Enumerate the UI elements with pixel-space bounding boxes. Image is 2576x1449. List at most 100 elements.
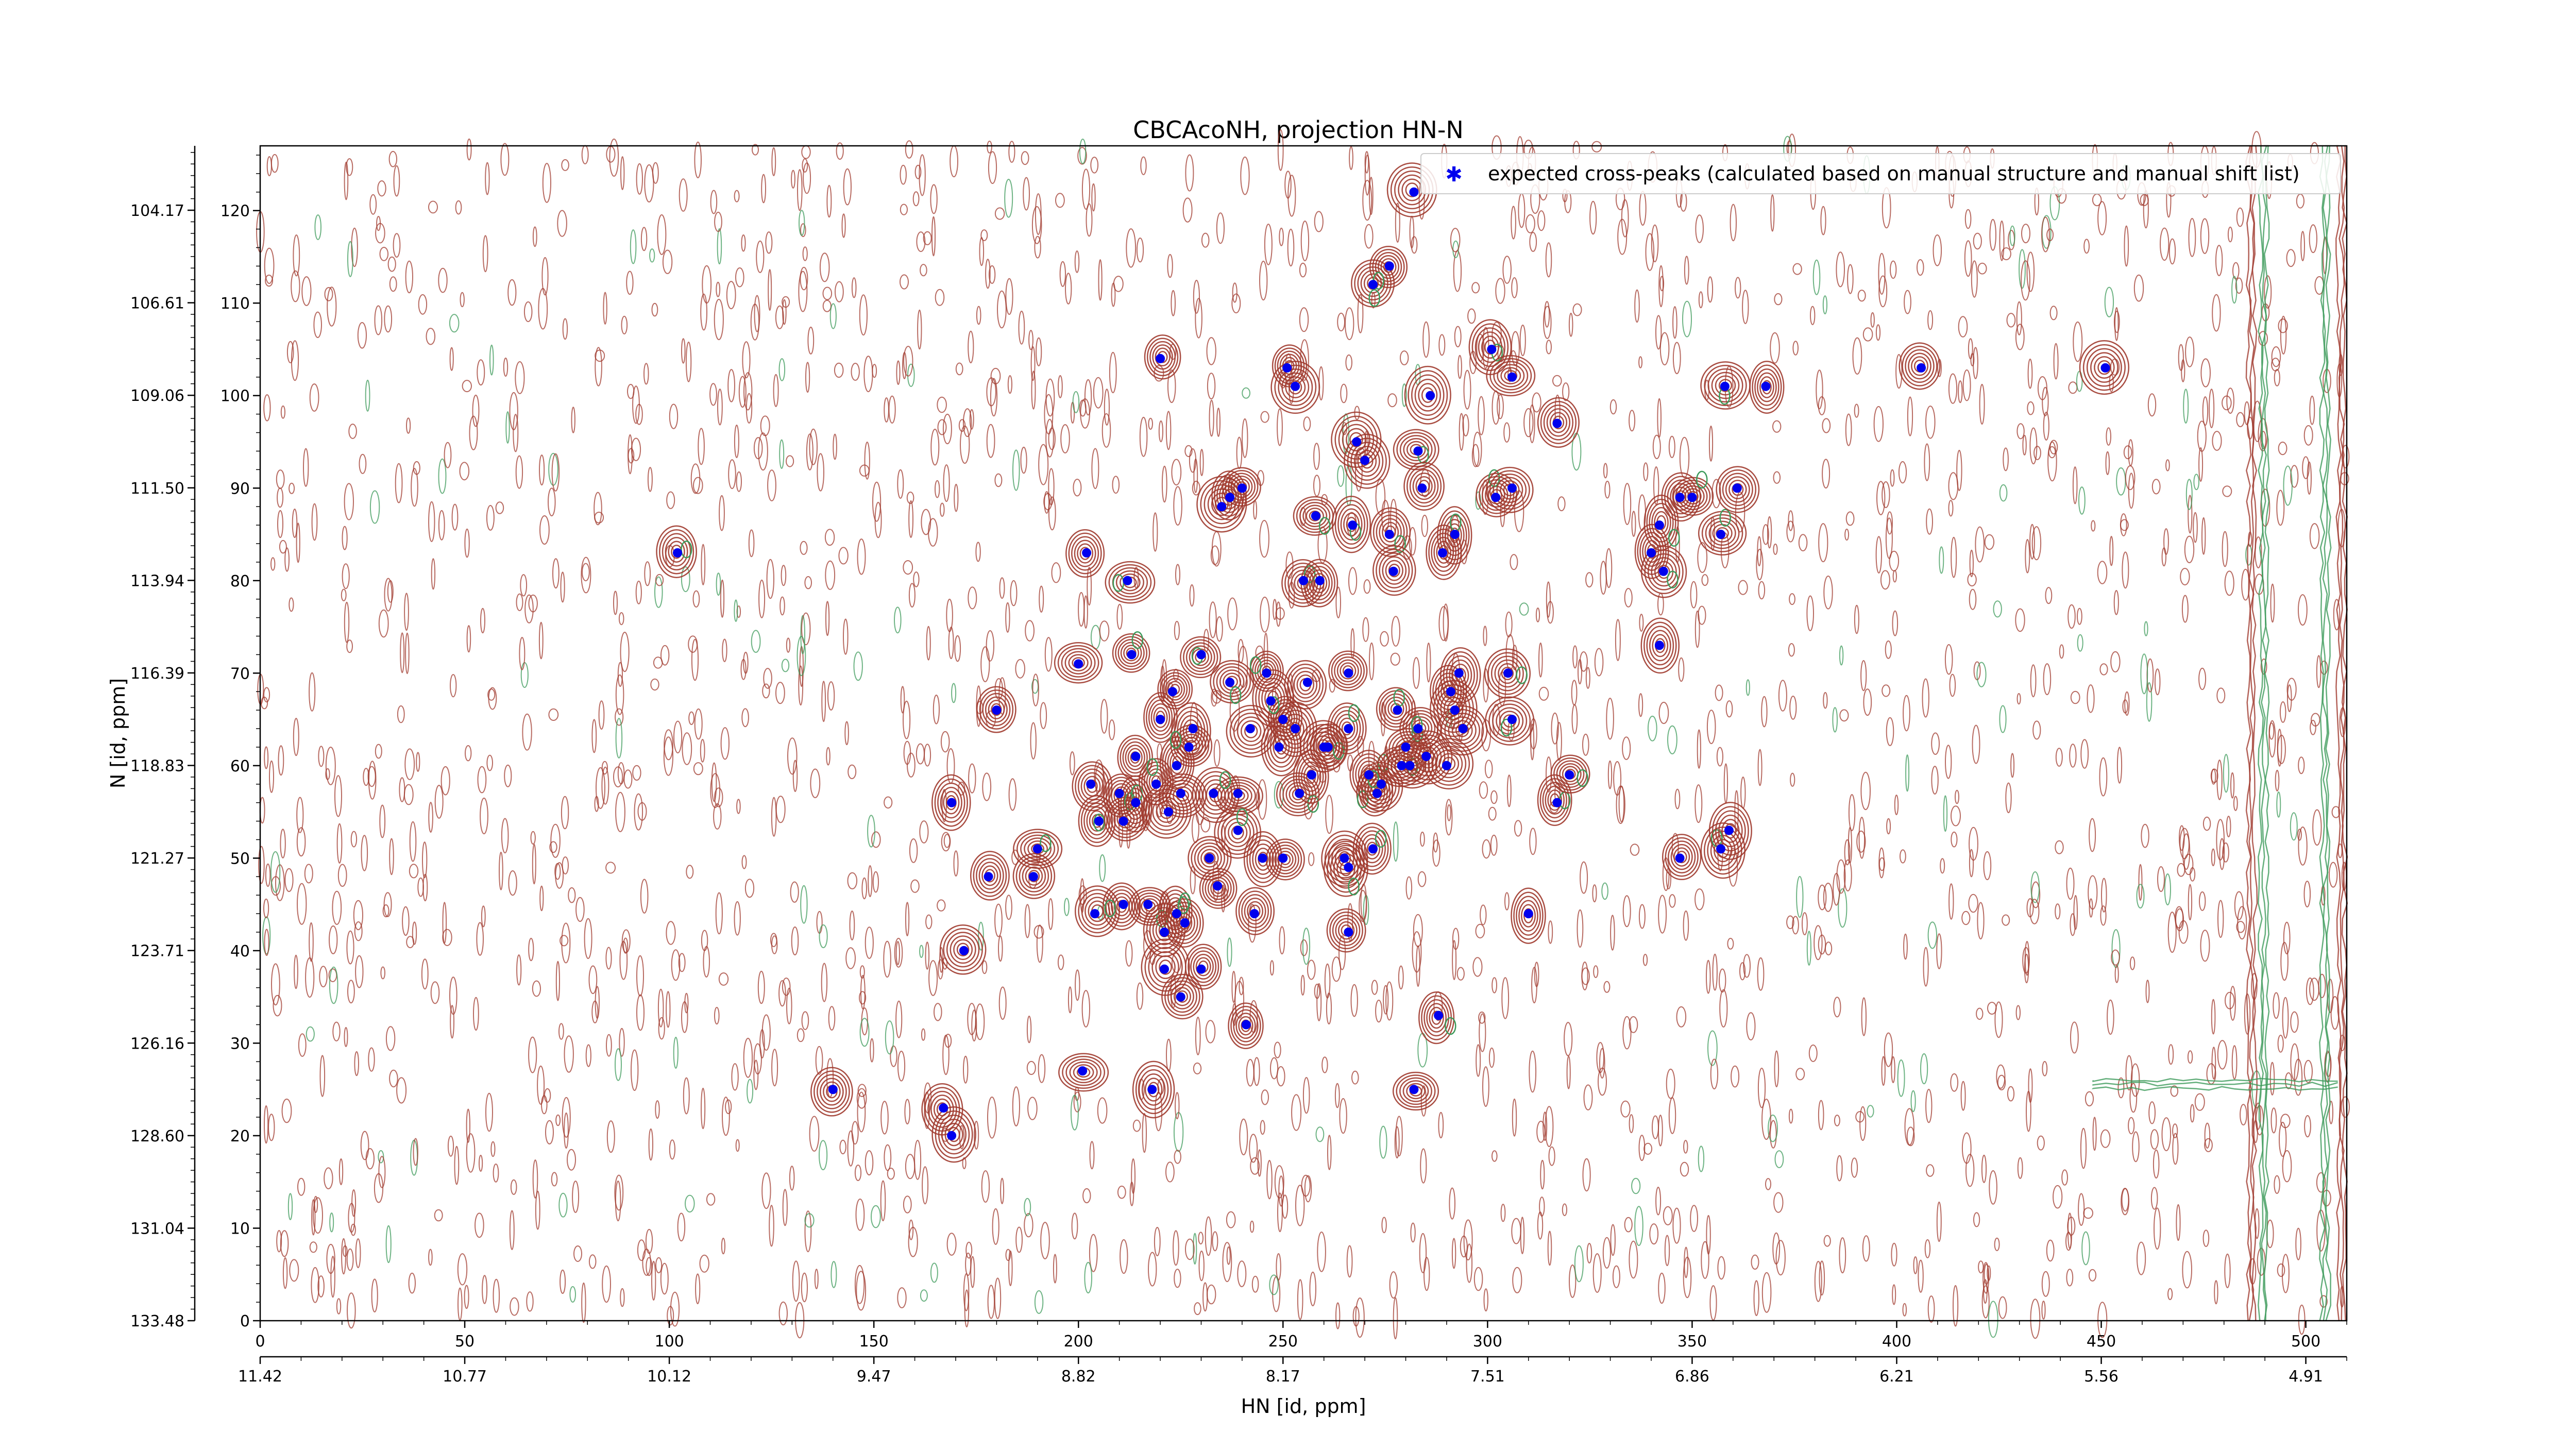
- noise-contour: [1040, 1222, 1050, 1259]
- peak-contour: [1019, 860, 1049, 892]
- noise-contour: [1925, 1089, 1933, 1123]
- x-tick-label: 100: [654, 1333, 684, 1351]
- noise-contour: [1878, 252, 1886, 295]
- noise-contour: [311, 1267, 320, 1303]
- noise-contour: [1789, 696, 1797, 720]
- noise-contour: [872, 481, 882, 522]
- peak-contour: [1518, 900, 1538, 932]
- noise-contour: [1239, 976, 1244, 996]
- noise-contour: [2031, 526, 2042, 561]
- noise-contour: [263, 687, 270, 703]
- noise-contour: [1886, 818, 1891, 835]
- noise-contour: [1058, 375, 1063, 398]
- noise-contour: [342, 563, 350, 589]
- peak-contour: [656, 525, 697, 578]
- noise-contour: [560, 571, 565, 603]
- noise-contour: [1194, 1302, 1201, 1316]
- peak-contour: [1065, 529, 1105, 578]
- x-ppm-tick-label: 8.82: [1061, 1368, 1096, 1386]
- peak-contour: [1296, 674, 1315, 695]
- peak-contour: [988, 700, 1005, 719]
- noise-contour: [1472, 431, 1482, 467]
- noise-contour: [1497, 394, 1504, 419]
- noise-contour: [2181, 359, 2185, 382]
- noise-contour: [914, 1140, 922, 1180]
- noise-contour: [1479, 781, 1488, 799]
- noise-contour: [280, 829, 286, 858]
- noise-contour: [1622, 895, 1631, 928]
- noise-contour: [1251, 1275, 1259, 1293]
- noise-contour: [1097, 1097, 1108, 1124]
- peak-contour: [1902, 346, 1938, 386]
- noise-contour: [771, 147, 776, 176]
- noise-contour: [1999, 220, 2005, 261]
- peak-contour: [1546, 408, 1571, 437]
- noise-contour: [1260, 1120, 1265, 1135]
- noise-contour: [1948, 500, 1954, 517]
- peak-contour: [1327, 702, 1367, 754]
- noise-contour: [987, 1097, 997, 1139]
- noise-contour: [1894, 795, 1899, 815]
- negative-contour: [681, 540, 692, 559]
- peak-contour: [933, 1098, 951, 1120]
- noise-contour: [1545, 1106, 1554, 1148]
- noise-contour: [1269, 1274, 1279, 1295]
- negative-contour: [1516, 666, 1528, 684]
- peak-contour: [1054, 642, 1103, 684]
- cross-peak-marker: [1180, 918, 1190, 928]
- noise-contour: [2175, 908, 2184, 932]
- cross-peak-marker: [1118, 900, 1128, 909]
- noise-contour: [1529, 1050, 1537, 1093]
- peak-contour: [1437, 506, 1472, 565]
- noise-contour: [1026, 1016, 1032, 1043]
- noise-contour: [2078, 1193, 2085, 1226]
- noise-contour: [954, 635, 961, 662]
- noise-contour: [1839, 1237, 1846, 1274]
- noise-contour: [763, 668, 772, 689]
- noise-contour: [1802, 912, 1808, 936]
- peak-contour: [1247, 901, 1264, 921]
- noise-contour: [2154, 1207, 2161, 1250]
- noise-contour: [2236, 921, 2245, 933]
- noise-contour: [736, 799, 741, 814]
- peak-contour: [1391, 745, 1434, 785]
- noise-contour: [1355, 1298, 1365, 1338]
- noise-contour: [1861, 997, 1867, 1036]
- x-ppm-tick-label: 6.86: [1675, 1368, 1709, 1386]
- peak-contour: [1071, 536, 1099, 571]
- noise-contour: [464, 1285, 469, 1309]
- noise-contour: [1340, 383, 1348, 403]
- peak-contour: [1199, 868, 1238, 909]
- peak-contour: [1141, 898, 1159, 915]
- noise-contour: [1459, 413, 1464, 451]
- noise-contour: [1967, 572, 1977, 587]
- noise-contour: [2225, 991, 2235, 1009]
- noise-contour: [1922, 678, 1929, 718]
- cross-peak-marker: [1209, 788, 1218, 798]
- peak-contour: [1185, 642, 1215, 672]
- noise-contour: [1023, 177, 1030, 211]
- noise-contour: [940, 502, 945, 517]
- noise-contour: [1808, 1044, 1818, 1062]
- noise-contour: [634, 793, 643, 831]
- noise-contour: [1535, 608, 1540, 622]
- noise-contour: [1506, 774, 1512, 807]
- noise-contour: [1189, 584, 1195, 607]
- noise-contour: [801, 612, 811, 646]
- noise-contour: [344, 483, 354, 520]
- noise-contour: [355, 955, 364, 988]
- peak-contour: [1426, 1003, 1447, 1033]
- noise-contour: [2055, 903, 2061, 920]
- noise-contour: [1024, 1213, 1033, 1238]
- noise-contour: [280, 1230, 289, 1257]
- noise-contour: [2032, 720, 2041, 740]
- peak-contour: [1337, 921, 1355, 940]
- noise-contour: [532, 226, 537, 247]
- noise-contour: [1038, 444, 1049, 485]
- noise-contour: [1602, 1237, 1611, 1269]
- cross-peak-marker: [1687, 493, 1697, 502]
- noise-contour: [1581, 962, 1588, 990]
- noise-contour: [1658, 1115, 1663, 1147]
- noise-contour: [1369, 642, 1375, 681]
- peak-contour: [1497, 364, 1525, 387]
